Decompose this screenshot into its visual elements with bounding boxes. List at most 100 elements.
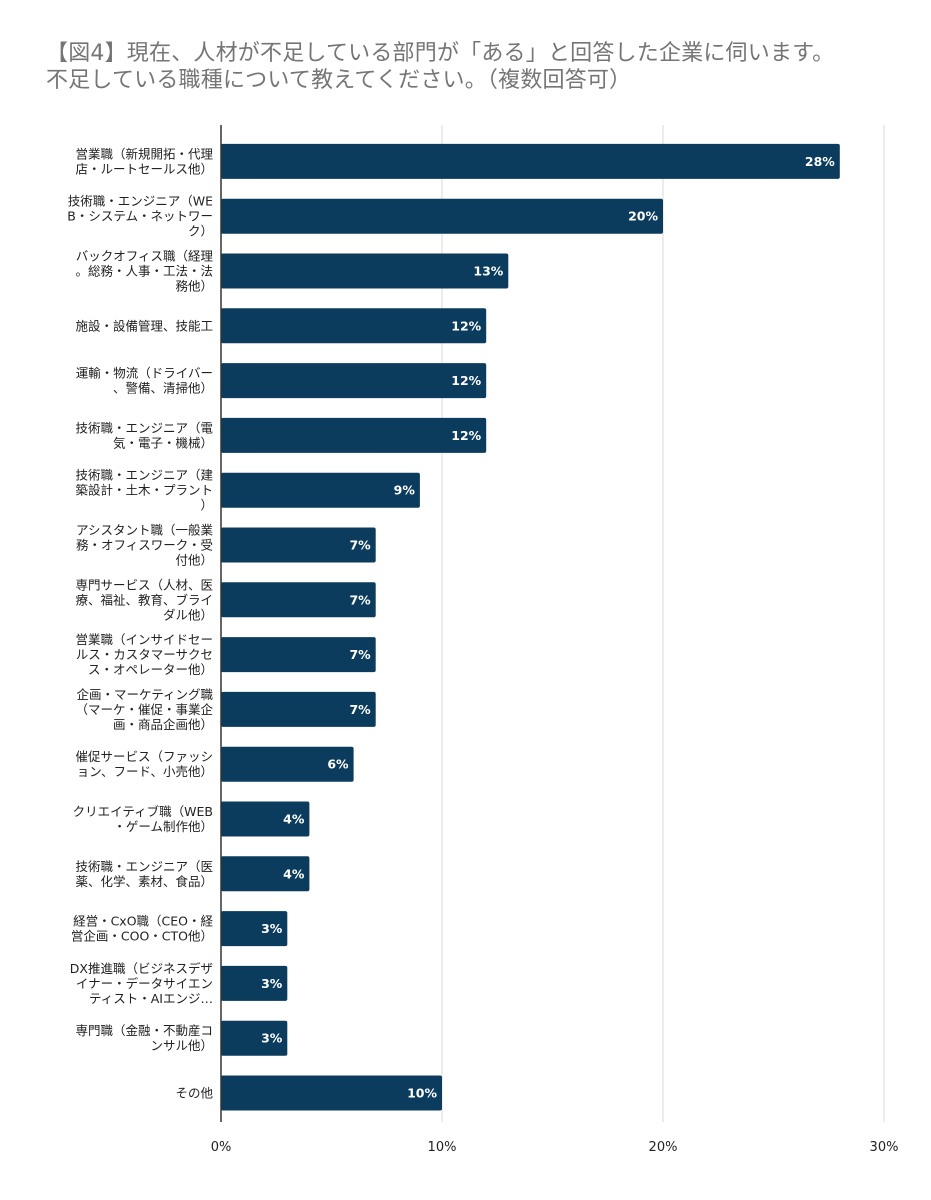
category-label-line: 営業職（新規開拓・代理 [75,146,213,161]
bar [221,198,663,234]
category-label-line: 運輸・物流（ドライバー [76,366,213,381]
category-label: 施設・設備管理、技能工 [75,318,213,333]
bar-value-label: 7% [349,592,371,607]
category-label-line: 気・電子・機械） [113,435,213,450]
bar [221,472,420,508]
bar-value-label: 10% [407,1086,437,1101]
category-label-line: ョン、フード、小売他） [77,764,213,779]
bar-value-label: 28% [805,154,835,169]
category-label: クリエイティブ職（WEB ・ゲーム制作他） [73,804,213,834]
category-label: 経営・CxO職（CEO・経営企画・COO・CTO他） [71,914,214,944]
bar-value-label: 3% [261,976,283,991]
category-label-line: 営業職（インサイドセー [75,632,213,647]
category-label-line: ス・オペレーター他） [88,662,213,677]
bar [221,911,288,947]
x-tick-label: 20% [649,1140,678,1155]
category-label-line: 務他） [175,279,213,294]
bar-value-label: 20% [628,209,658,224]
category-label-line: 薬、化学、素材、食品） [75,874,213,889]
category-label: 営業職（インサイドセールス・カスタマーサクセス・オペレーター他） [75,632,213,677]
category-label: 技術職・エンジニア（電気・電子・機械） [75,420,213,450]
category-label-line: アシスタント職（一般業 [76,523,214,538]
category-label-line: ダル他） [163,607,213,622]
category-label-line: ） [200,498,213,513]
bar-value-label: 4% [283,866,305,881]
bar [221,801,310,837]
category-label-line: イナー・データサイエン [76,976,213,991]
bar-value-label: 12% [451,428,481,443]
category-label: 営業職（新規開拓・代理店・ルートセールス他） [75,146,213,176]
category-label: バックオフィス職（経理。総務・人事・工法・法務他） [75,249,213,294]
x-tick-label: 0% [211,1140,232,1155]
chart-title-line-1: 【図4】現在、人材が不足している部門が「ある」と回答した企業に伺います。 [46,41,835,66]
chart-title-line-2: 不足している職種について教えてください。（複数回答可） [46,68,632,93]
category-label-line: 専門職（金融・不動産コ [75,1023,213,1038]
category-label-line: ティスト・AIエンジ… [89,991,213,1006]
category-label-line: ンサル他） [150,1038,213,1053]
category-label-line: 技術職・エンジニア（WE [68,194,213,209]
category-label: 運輸・物流（ドライバー、警備、清掃他） [76,366,213,396]
bar [221,308,487,344]
bar [221,965,288,1001]
category-label-line: B・システム・ネットワー [67,209,213,224]
chart-title: 【図4】現在、人材が不足している部門が「ある」と回答した企業に伺います。 不足し… [46,40,916,94]
category-label: 技術職・エンジニア（建築設計・土木・プラント） [75,468,213,513]
bar [221,582,376,618]
category-label-line: クリエイティブ職（WEB [73,804,213,819]
bar [221,527,376,563]
category-label-line: 療、福祉、教育、ブライ [75,592,213,607]
x-tick-label: 10% [428,1140,457,1155]
bar [221,746,354,782]
bar [221,253,509,289]
bar [221,1075,442,1111]
category-label-line: 専門サービス（人材、医 [75,577,213,592]
category-label: 技術職・エンジニア（WE B・システム・ネットワーク） [67,194,213,239]
category-label-line: ク） [188,224,213,239]
bar [221,1020,288,1056]
bar-value-label: 7% [349,538,371,553]
x-tick-label: 30% [870,1140,899,1155]
category-label-line: 、警備、清掃他） [113,381,213,396]
category-label-line: 営企画・COO・CTO他） [71,929,213,944]
bar [221,637,376,673]
category-label: 催促サービス（ファッション、フード、小売他） [75,749,213,779]
bar [221,363,487,399]
category-label-line: （マーケ・催促・事業企 [75,702,213,717]
bar [221,417,487,453]
bar-value-label: 3% [261,1031,283,1046]
category-label: 専門職（金融・不動産コンサル他） [75,1023,213,1053]
category-label-line: 付他） [175,553,213,568]
category-label-line: 務・オフィスワーク・受 [76,538,213,553]
category-label-line: 築設計・土木・プラント [75,483,213,498]
bar-value-label: 12% [451,373,481,388]
category-label: アシスタント職（一般業務・オフィスワーク・受付他） [76,523,214,568]
category-label-line: 。総務・人事・工法・法 [75,264,213,279]
category-label: DX推進職（ビジネスデザイナー・データサイエンティスト・AIエンジ… [70,961,213,1006]
bar-value-label: 3% [261,921,283,936]
category-label: 専門サービス（人材、医療、福祉、教育、ブライダル他） [75,577,213,622]
category-label-line: 画・商品企画他） [113,717,213,732]
bar-value-label: 13% [473,264,503,279]
category-label: その他 [175,1086,213,1101]
category-label-line: 経営・CxO職（CEO・経 [73,914,213,929]
category-label: 企画・マーケティング職（マーケ・催促・事業企画・商品企画他） [75,687,213,732]
category-label-line: 技術職・エンジニア（医 [75,859,213,874]
category-label-line: 催促サービス（ファッシ [75,749,213,764]
bar-value-label: 4% [283,812,305,827]
category-label-line: DX推進職（ビジネスデザ [70,961,213,976]
category-label-line: 技術職・エンジニア（電 [75,420,213,435]
bar [221,856,310,892]
category-label-line: 施設・設備管理、技能工 [75,318,213,333]
bar-value-label: 9% [394,483,416,498]
bar [221,143,840,179]
category-label-line: その他 [175,1086,213,1101]
category-label-line: 店・ルートセールス他） [75,161,213,176]
bar [221,691,376,727]
bar-value-label: 7% [349,647,371,662]
bar-value-label: 12% [451,318,481,333]
category-label-line: ルス・カスタマーサクセ [76,647,213,662]
bar-value-label: 6% [327,757,349,772]
category-label-line: 企画・マーケティング職 [76,687,213,702]
category-label-line: 技術職・エンジニア（建 [75,468,213,483]
